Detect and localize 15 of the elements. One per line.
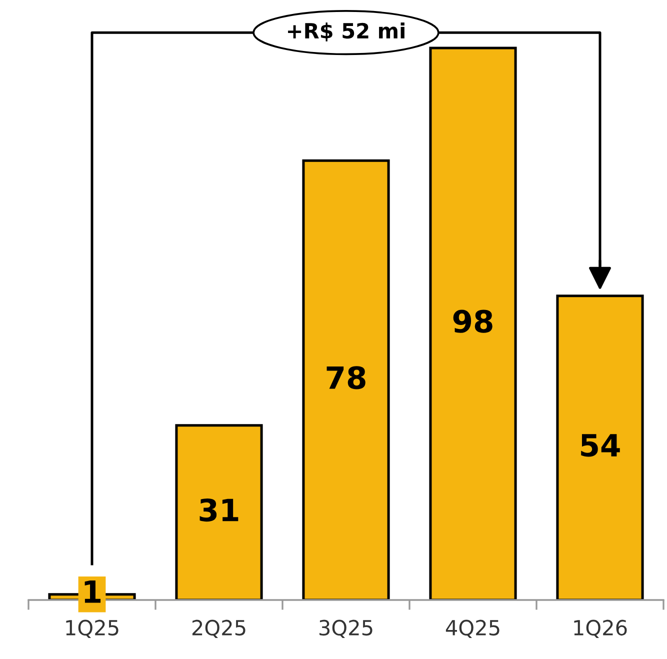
text: +R$ 52 mi bbox=[288, 22, 404, 42]
bar bbox=[175, 424, 263, 600]
bar bbox=[556, 294, 644, 600]
data-label: 54 bbox=[581, 434, 620, 457]
data-label: 98 bbox=[453, 310, 492, 333]
x-tick-label: 2Q25 bbox=[192, 620, 246, 638]
x-tick-label: 1Q26 bbox=[574, 620, 627, 638]
data-label: 1 bbox=[84, 580, 101, 603]
data-label: 31 bbox=[200, 498, 238, 522]
x-tick-label: 4Q25 bbox=[446, 620, 500, 638]
data-label: 78 bbox=[326, 366, 366, 390]
x-tick-label: 3Q25 bbox=[320, 620, 372, 638]
bar bbox=[429, 46, 517, 600]
bar bbox=[302, 159, 390, 600]
x-tick-label: 1Q25 bbox=[66, 620, 118, 638]
